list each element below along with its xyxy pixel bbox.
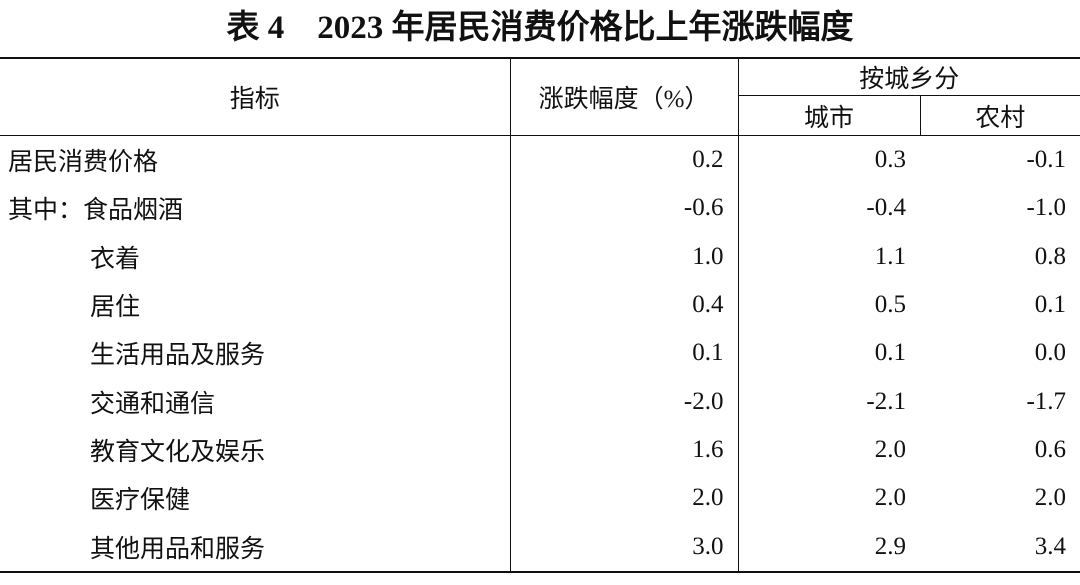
value-cell: 0.4 <box>510 280 739 330</box>
value-cell: 0.1 <box>874 339 906 367</box>
header-cell: 城市 <box>738 95 921 136</box>
row-label: 其中：食品烟酒 <box>0 184 511 233</box>
table-row: 其中：食品烟酒 -0.6 -0.4 -1.0 <box>0 184 1080 233</box>
value-cell: 0.3 <box>874 146 906 174</box>
value-cell: -2.0 <box>510 377 739 426</box>
value-cell: 1.6 <box>510 425 739 475</box>
row-label: 生活用品及服务 <box>0 329 511 378</box>
value-cell: -1.7 <box>1026 387 1067 415</box>
row-label: 教育文化及娱乐 <box>0 425 511 475</box>
value-cell: 1.0 <box>510 232 739 281</box>
value-cell: -0.1 <box>1026 146 1067 174</box>
header-cell: 按城乡分 <box>738 57 1080 96</box>
value-cell: 0.6 <box>1034 435 1067 463</box>
value-cell: 3.0 <box>510 522 739 573</box>
row-label: 其他用品和服务 <box>0 522 511 573</box>
value-cell: 3.4 <box>920 522 1080 573</box>
table-body: 居民消费价格 0.2 0.3 -0.1 其中：食品烟酒 -0.6 -0.4 -1.0 衣着 1.0… <box>0 135 1080 573</box>
table-row: 其他用品和服务 3.0 2.9 3.4 <box>0 522 1080 573</box>
value-cell: 2.0 <box>510 474 739 523</box>
value-cell: -0.4 <box>866 194 906 222</box>
value-cell: 0.2 <box>510 135 739 185</box>
row-label: 居住 <box>0 280 511 330</box>
row-label: 居民消费价格 <box>0 135 511 185</box>
table-row: 居民消费价格 0.2 0.3 -0.1 <box>0 135 1080 185</box>
header-cell: 涨跌幅度（%） <box>510 57 739 136</box>
table-row: 交通和通信 -2.0 -2.1 -1.7 <box>0 377 1080 426</box>
value-cell: 2.0 <box>1034 484 1067 512</box>
value-cell: 0.0 <box>1034 339 1067 367</box>
value-cell: 0.5 <box>874 291 906 319</box>
table-row: 居住 0.4 0.5 0.1 <box>0 280 1080 330</box>
row-label: 衣着 <box>0 232 511 281</box>
value-cell: -2.1 <box>866 387 906 415</box>
value-cell: 0.1 <box>1034 291 1067 319</box>
value-cell: 2.9 <box>738 522 920 573</box>
value-cell: 2.0 <box>874 484 906 512</box>
value-cell: 1.1 <box>874 242 906 270</box>
table-head: 指标 涨跌幅度（%） 按城乡分 城市 农村 <box>0 57 1080 136</box>
price-table: 指标 涨跌幅度（%） 按城乡分 城市 农村 居民消费价格 0.2 0.3 -0.1 其中… <box>0 57 1080 573</box>
header-cell: 农村 <box>920 95 1080 136</box>
table-row: 医疗保健 2.0 2.0 2.0 <box>0 474 1080 523</box>
table-row: 教育文化及娱乐 1.6 2.0 0.6 <box>0 425 1080 475</box>
value-cell: 0.1 <box>510 329 739 378</box>
value-cell: -1.0 <box>1026 194 1067 222</box>
table-row: 生活用品及服务 0.1 0.1 0.0 <box>0 329 1080 378</box>
value-cell: 0.8 <box>1034 242 1067 270</box>
row-label: 医疗保健 <box>0 474 511 523</box>
table-row: 衣着 1.0 1.1 0.8 <box>0 232 1080 281</box>
value-cell: -0.6 <box>510 184 739 233</box>
row-label: 交通和通信 <box>0 377 511 426</box>
header-cell: 指标 <box>0 57 511 136</box>
value-cell: 2.0 <box>874 435 906 463</box>
table-title: 表 4 2023 年居民消费价格比上年涨跌幅度 <box>226 10 854 46</box>
